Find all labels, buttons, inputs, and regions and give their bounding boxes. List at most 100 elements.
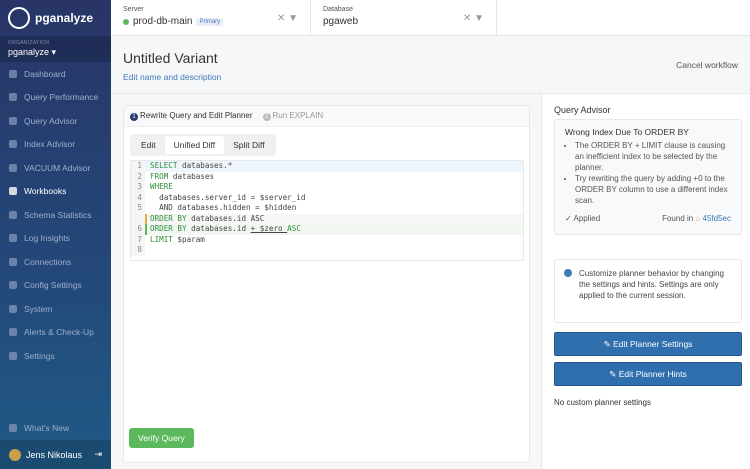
commit-link[interactable]: 45fd5ec bbox=[702, 214, 731, 223]
advisor-heading: Wrong Index Due To ORDER BY bbox=[565, 127, 689, 137]
line-number: 8 bbox=[131, 245, 145, 256]
nav-label: VACUUM Advisor bbox=[24, 162, 91, 173]
edit-planner-settings-button[interactable]: ✎ Edit Planner Settings bbox=[554, 332, 742, 356]
sql-keyword: LIMIT bbox=[150, 234, 173, 244]
org-name: pganalyze ▾ bbox=[8, 47, 57, 57]
tip-text: Customize planner behavior by changing t… bbox=[579, 269, 724, 300]
code-line: 7 LIMIT $param bbox=[131, 234, 523, 246]
sidebar-item-config-settings[interactable]: Config Settings bbox=[0, 274, 111, 298]
code-text: FROM databases bbox=[145, 172, 523, 183]
code-rest: databases.id ASC bbox=[186, 213, 265, 223]
code-text: LIMIT $param bbox=[145, 235, 523, 246]
status-dot bbox=[123, 18, 129, 25]
divider bbox=[111, 93, 750, 94]
step-run-explain[interactable]: 2 Run EXPLAIN bbox=[262, 111, 324, 121]
edit-name-link[interactable]: Edit name and description bbox=[123, 72, 222, 82]
sidebar-item-workbooks[interactable]: Workbooks bbox=[0, 180, 111, 204]
nav-icon bbox=[9, 328, 17, 337]
code-rest: databases bbox=[168, 171, 215, 181]
nav-label: Workbooks bbox=[24, 186, 67, 197]
edit-icon: ✎ bbox=[609, 368, 619, 379]
nav-icon bbox=[9, 69, 17, 78]
verify-query-button[interactable]: Verify Query bbox=[129, 428, 194, 448]
org-label: ORGANIZATION bbox=[8, 40, 50, 46]
code-rest: databases.id bbox=[186, 224, 251, 233]
code-line: ORDER BY databases.id ASC bbox=[131, 213, 523, 224]
code-text: databases.server_id = $server_id bbox=[145, 193, 523, 204]
nav-label: What's New bbox=[24, 422, 70, 433]
sidebar-item-whats-new[interactable]: What's New bbox=[0, 416, 111, 440]
nav-icon bbox=[9, 351, 17, 360]
step-label: Rewrite Query and Edit Planner bbox=[140, 111, 253, 120]
sql-keyword: SELECT bbox=[150, 161, 178, 170]
line-number bbox=[131, 213, 145, 224]
planner-tip: Customize planner behavior by changing t… bbox=[554, 259, 742, 323]
sql-keyword: ORDER BY bbox=[150, 213, 187, 223]
cancel-workflow-link[interactable]: Cancel workflow bbox=[676, 60, 738, 70]
right-panel: Query Advisor Wrong Index Due To ORDER B… bbox=[541, 94, 750, 469]
code-rest: databases.server_id = $server_id bbox=[150, 192, 306, 202]
line-number: 4 bbox=[131, 192, 145, 203]
nav-label: Schema Statistics bbox=[24, 209, 92, 220]
code-text: WHERE bbox=[145, 182, 523, 193]
server-select[interactable]: Server prod-db-main Primary ✕ ▼ bbox=[111, 0, 311, 35]
nav-icon bbox=[9, 187, 17, 196]
org-switcher[interactable]: ORGANIZATION pganalyze ▾ bbox=[0, 36, 111, 62]
logo[interactable]: pganalyze bbox=[0, 0, 111, 36]
code-text: SELECT databases.* bbox=[145, 161, 523, 172]
nav-label: Index Advisor bbox=[24, 139, 76, 150]
user-menu[interactable]: Jens Nikolaus ⇥ bbox=[0, 440, 111, 469]
avatar bbox=[9, 448, 21, 461]
line-number: 5 bbox=[131, 203, 145, 214]
server-value: prod-db-main bbox=[133, 16, 193, 27]
tab-unified-diff[interactable]: Unified Diff bbox=[164, 136, 225, 154]
sidebar-item-query-advisor[interactable]: Query Advisor bbox=[0, 109, 111, 133]
nav-icon bbox=[9, 210, 17, 219]
sidebar-item-settings[interactable]: Settings bbox=[0, 344, 111, 368]
edit-planner-hints-button[interactable]: ✎ Edit Planner Hints bbox=[554, 362, 742, 386]
step-label: Run EXPLAIN bbox=[272, 111, 324, 120]
tab-edit[interactable]: Edit bbox=[141, 140, 156, 150]
code-line: 1 SELECT databases.* bbox=[131, 161, 523, 172]
sql-keyword: ORDER BY bbox=[150, 224, 187, 233]
nav-icon bbox=[9, 304, 17, 313]
sidebar-item-vacuum-advisor[interactable]: VACUUM Advisor bbox=[0, 156, 111, 180]
clear-chevron-icon[interactable]: ✕ ▼ bbox=[276, 13, 298, 24]
nav-icon bbox=[9, 257, 17, 266]
sidebar-item-connections[interactable]: Connections bbox=[0, 250, 111, 274]
code-line: 6 ORDER BY databases.id + $zero ASC bbox=[131, 224, 523, 235]
nav-icon bbox=[9, 234, 17, 243]
sidebar-item-index-advisor[interactable]: Index Advisor bbox=[0, 133, 111, 157]
steps: 1 Rewrite Query and Edit Planner 2 Run EXP… bbox=[124, 106, 529, 127]
code-rest: $param bbox=[172, 234, 205, 244]
sidebar-item-dashboard[interactable]: Dashboard bbox=[0, 62, 111, 86]
tab-split-diff[interactable]: Split Diff bbox=[233, 140, 265, 150]
sidebar-item-system[interactable]: System bbox=[0, 297, 111, 321]
edit-icon: ✎ bbox=[603, 338, 614, 349]
news-icon bbox=[9, 423, 17, 432]
sidebar-item-schema-statistics[interactable]: Schema Statistics bbox=[0, 203, 111, 227]
sidebar-item-log-insights[interactable]: Log Insights bbox=[0, 227, 111, 251]
nav-icon bbox=[9, 281, 17, 290]
sidebar-item-alerts-check-up[interactable]: Alerts & Check-Up bbox=[0, 321, 111, 345]
advisor-bullet: The ORDER BY + LIMIT clause is causing a… bbox=[575, 140, 731, 173]
database-select[interactable]: Database pgaweb ✕ ▼ bbox=[311, 0, 497, 35]
nav-icon bbox=[9, 116, 17, 125]
step-rewrite[interactable]: 1 Rewrite Query and Edit Planner bbox=[130, 111, 253, 121]
line-number: 6 bbox=[131, 224, 145, 235]
found-in-label: Found in bbox=[662, 214, 694, 223]
code-rest: databases.* bbox=[177, 161, 233, 170]
nav-label: Log Insights bbox=[24, 233, 70, 244]
sql-keyword: WHERE bbox=[150, 182, 173, 191]
nav-label: Alerts & Check-Up bbox=[24, 327, 94, 338]
code-rest: AND databases.hidden = $hidden bbox=[150, 203, 297, 212]
line-number: 2 bbox=[131, 171, 145, 182]
clear-chevron-icon[interactable]: ✕ ▼ bbox=[462, 13, 484, 24]
code-editor[interactable]: 1 SELECT databases.* 2 FROM databases 3 WHERE… bbox=[130, 160, 524, 261]
database-label: Database bbox=[323, 6, 353, 13]
logout-icon[interactable]: ⇥ bbox=[94, 449, 102, 459]
nav-label: Config Settings bbox=[24, 280, 82, 291]
sidebar-item-query-performance[interactable]: Query Performance bbox=[0, 86, 111, 110]
view-tabs: Edit Unified Diff Split Diff bbox=[130, 134, 276, 156]
advisor-bullet: Try rewriting the query by adding +0 to … bbox=[575, 173, 731, 206]
